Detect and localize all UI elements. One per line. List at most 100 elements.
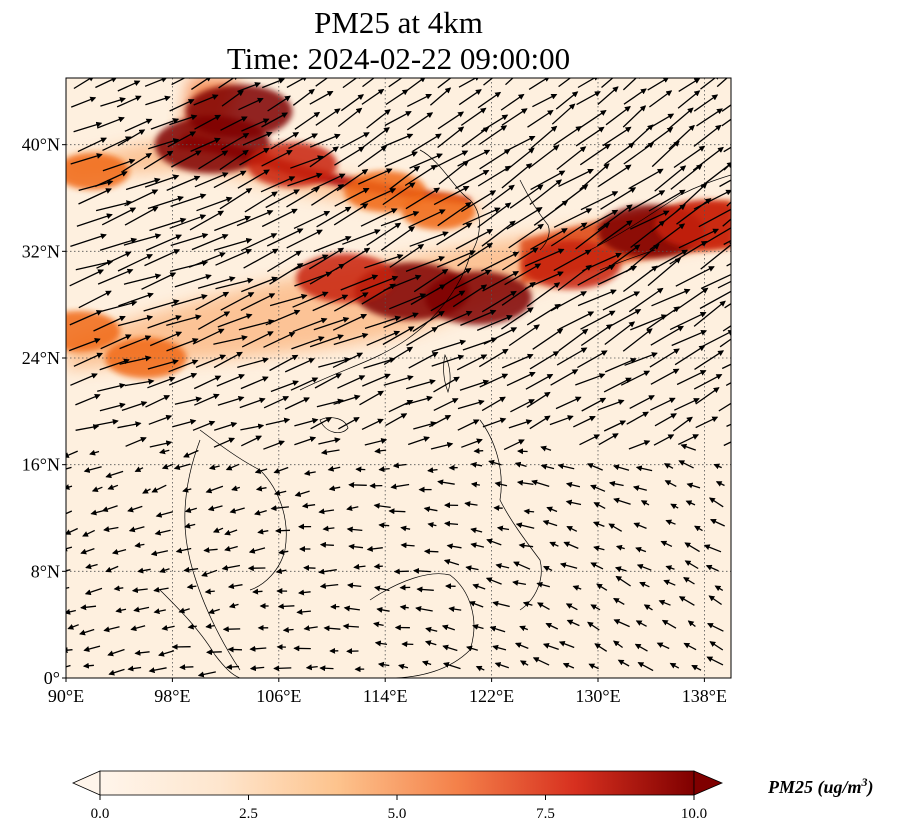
wind-arrow — [664, 480, 677, 487]
wind-arrow — [501, 108, 528, 126]
wind-arrow — [597, 265, 638, 286]
wind-arrow — [66, 608, 76, 615]
wind-arrow — [373, 621, 384, 628]
wind-arrow — [545, 622, 559, 630]
wind-arrow — [82, 662, 94, 669]
wind-arrow — [294, 418, 319, 427]
wind-arrow — [654, 165, 687, 192]
wind-arrow — [556, 347, 588, 366]
wind-arrow — [602, 291, 641, 311]
wind-arrow — [273, 665, 292, 672]
wind-arrow — [530, 125, 558, 149]
wind-arrow — [680, 443, 697, 451]
wind-arrow — [270, 132, 300, 150]
wind-arrow — [91, 486, 103, 492]
wind-arrow — [723, 441, 731, 447]
wind-arrow — [573, 415, 596, 428]
wind-arrow — [384, 111, 412, 127]
wind-arrow — [476, 314, 513, 331]
wind-arrow — [221, 90, 244, 107]
wind-arrow — [261, 112, 288, 128]
wind-arrow — [693, 374, 723, 390]
wind-arrow — [643, 604, 653, 611]
wind-arrow — [327, 465, 341, 472]
wind-arrow — [593, 502, 606, 509]
wind-arrow — [201, 569, 218, 577]
wind-arrow — [475, 665, 485, 672]
wind-arrow — [514, 461, 527, 468]
wind-arrow — [353, 563, 366, 570]
wind-arrow — [542, 565, 553, 572]
wind-arrow — [275, 527, 291, 534]
coastline-borneo — [369, 573, 475, 678]
wind-arrow — [286, 187, 320, 208]
wind-arrow — [485, 577, 502, 585]
wind-arrow — [131, 587, 148, 594]
wind-arrow — [670, 503, 679, 510]
wind-arrow — [348, 543, 364, 550]
wind-arrow — [603, 420, 627, 432]
wind-arrow — [303, 564, 316, 571]
wind-arrow — [506, 371, 536, 387]
wind-arrow — [528, 78, 551, 90]
wind-arrow — [90, 509, 103, 516]
wind-arrow — [565, 499, 582, 506]
wind-arrow — [658, 599, 671, 606]
wind-arrow — [410, 284, 446, 306]
wind-arrow — [687, 620, 696, 628]
wind-arrow — [630, 314, 668, 331]
wind-arrow — [174, 396, 203, 405]
wind-arrow — [99, 402, 126, 412]
wind-arrow — [154, 529, 171, 536]
wind-arrow — [70, 96, 97, 108]
wind-arrow — [683, 642, 697, 651]
lat-tick-label: 32°N — [22, 241, 60, 261]
wind-arrow — [111, 548, 127, 555]
wind-arrow — [622, 78, 642, 91]
colorbar-gradient — [99, 770, 695, 796]
wind-arrow — [562, 662, 575, 669]
wind-arrow — [508, 419, 533, 429]
wind-arrow — [708, 497, 724, 508]
wind-arrow — [340, 132, 370, 149]
wind-arrow — [542, 643, 559, 651]
wind-arrow — [249, 645, 267, 652]
wind-arrow — [718, 402, 731, 412]
wind-arrow — [408, 351, 439, 369]
wind-arrow — [385, 413, 408, 427]
wind-arrow — [303, 469, 316, 476]
wind-arrow — [424, 640, 437, 646]
wind-arrow — [615, 544, 625, 551]
wind-arrow — [632, 485, 647, 492]
wind-arrow — [693, 300, 726, 327]
wind-arrow — [580, 110, 607, 129]
wind-arrow — [83, 466, 102, 473]
wind-arrow — [413, 567, 431, 574]
wind-arrow — [443, 558, 460, 566]
wind-arrow — [364, 315, 402, 330]
wind-arrow — [78, 290, 112, 309]
wind-arrow — [635, 465, 653, 472]
wind-arrow — [477, 91, 502, 109]
wind-arrow — [575, 126, 605, 147]
wind-arrow — [479, 373, 509, 388]
wind-arrow — [441, 624, 456, 631]
wind-arrow — [526, 303, 561, 326]
wind-arrow — [334, 187, 370, 207]
wind-arrow — [663, 463, 674, 469]
wind-arrow — [257, 528, 269, 535]
wind-arrow — [294, 111, 321, 130]
wind-arrow — [191, 234, 229, 251]
pm25-hotspot — [296, 253, 395, 303]
wind-arrow — [400, 542, 415, 549]
wind-arrow — [263, 332, 296, 348]
wind-arrow — [130, 625, 146, 632]
wind-arrow — [361, 418, 384, 430]
wind-arrow — [192, 420, 216, 431]
wind-arrow — [526, 391, 551, 408]
colorbar-tick-label: 0.0 — [91, 806, 110, 822]
wind-arrow — [678, 228, 720, 249]
wind-arrow — [219, 188, 253, 210]
wind-arrow — [433, 376, 460, 393]
